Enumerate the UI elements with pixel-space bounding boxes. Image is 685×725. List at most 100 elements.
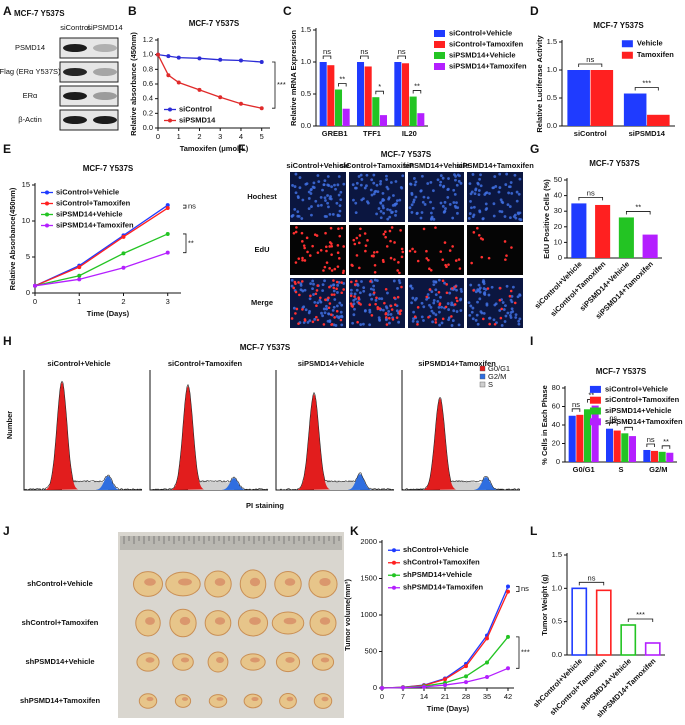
- nucleus: [304, 182, 308, 186]
- nucleus: [301, 198, 305, 202]
- bar: [342, 108, 350, 126]
- marker: [485, 636, 489, 641]
- edu-cell: [445, 265, 448, 269]
- edu-cell: [454, 259, 458, 262]
- nucleus: [420, 174, 424, 178]
- lane-label: siControl: [60, 23, 90, 32]
- nucleus: [342, 182, 346, 186]
- edu-cell: [451, 245, 454, 248]
- nucleus: [396, 286, 399, 290]
- legend-label: siControl+Vehicle: [449, 28, 512, 37]
- bar: [394, 62, 402, 126]
- nucleus: [386, 291, 389, 295]
- nucleus: [448, 291, 452, 295]
- edu-cell: [508, 294, 512, 298]
- nucleus: [336, 214, 340, 218]
- marker: [166, 54, 171, 59]
- nucleus: [477, 193, 481, 197]
- nucleus: [436, 299, 440, 303]
- nucleus: [321, 283, 325, 287]
- tumor-vessel: [286, 696, 294, 702]
- legend-label: shPSMD14+Vehicle: [403, 570, 472, 579]
- bar: [643, 449, 651, 462]
- edu-cell: [425, 257, 429, 260]
- nucleus: [374, 298, 378, 302]
- y-tick-label: 0: [373, 683, 377, 692]
- nucleus: [439, 180, 443, 184]
- nucleus: [432, 311, 435, 315]
- nucleus: [503, 215, 507, 218]
- x-tick-label: siControl: [574, 129, 607, 138]
- edu-cell: [366, 239, 369, 242]
- edu-cell: [350, 263, 354, 267]
- x-tick-label: 4: [239, 132, 243, 141]
- nucleus: [311, 287, 314, 291]
- nucleus: [426, 293, 430, 296]
- nucleus: [481, 217, 485, 221]
- nucleus: [369, 188, 373, 192]
- edu-cell: [454, 285, 457, 288]
- nucleus: [478, 290, 482, 294]
- significance-bracket: [338, 83, 347, 87]
- nucleus: [382, 211, 386, 215]
- x-tick-label: IL20: [402, 129, 417, 138]
- nucleus: [419, 189, 423, 193]
- edu-cell: [401, 250, 405, 254]
- nucleus: [492, 214, 496, 218]
- edu-cell: [311, 244, 314, 248]
- nucleus: [434, 313, 438, 317]
- edu-cell: [375, 250, 379, 254]
- nucleus: [459, 287, 463, 291]
- nucleus: [429, 200, 432, 204]
- nucleus: [381, 204, 385, 208]
- phase-g1: [172, 386, 204, 490]
- edu-cell: [332, 286, 336, 290]
- nucleus: [478, 177, 481, 181]
- nucleus: [478, 286, 482, 290]
- edu-cell: [488, 322, 491, 326]
- nucleus: [397, 320, 400, 324]
- y-tick-label: 0.0: [552, 650, 562, 659]
- phase-g1: [46, 382, 78, 490]
- edu-cell: [439, 250, 443, 253]
- nucleus: [485, 303, 489, 307]
- nucleus: [409, 284, 412, 288]
- marker: [238, 101, 243, 106]
- edu-cell: [393, 241, 396, 244]
- nucleus: [412, 310, 416, 314]
- nucleus: [500, 200, 504, 204]
- nucleus: [450, 303, 453, 307]
- nucleus: [319, 196, 323, 199]
- nucleus: [509, 181, 513, 184]
- nucleus: [326, 201, 329, 205]
- significance-label: ns: [360, 47, 368, 56]
- y-axis-label: Tumor Weight (g): [540, 574, 549, 636]
- nucleus: [340, 323, 344, 327]
- nucleus: [378, 318, 381, 321]
- nucleus: [294, 172, 298, 176]
- edu-cell: [510, 246, 513, 249]
- tumor: [136, 652, 160, 672]
- sample-title: siPSMD14+Vehicle: [298, 359, 365, 368]
- nucleus: [476, 322, 480, 326]
- edu-cell: [294, 261, 298, 264]
- edu-cell: [445, 283, 448, 286]
- nucleus: [306, 320, 310, 324]
- x-tick-label: 3: [166, 297, 170, 306]
- micrograph: [467, 225, 523, 275]
- nucleus: [325, 304, 328, 308]
- nucleus: [322, 183, 326, 187]
- marker: [259, 60, 264, 64]
- line-series: [381, 586, 509, 689]
- nucleus: [313, 317, 317, 321]
- nucleus: [376, 190, 380, 194]
- nucleus: [425, 298, 428, 301]
- nucleus: [411, 296, 415, 300]
- nucleus: [479, 184, 483, 188]
- tumor-vessel: [249, 617, 261, 625]
- edu-cell: [330, 242, 333, 245]
- nucleus: [299, 288, 303, 292]
- legend-swatch: [479, 381, 486, 388]
- line-series: [34, 204, 169, 287]
- edu-cell: [453, 303, 457, 306]
